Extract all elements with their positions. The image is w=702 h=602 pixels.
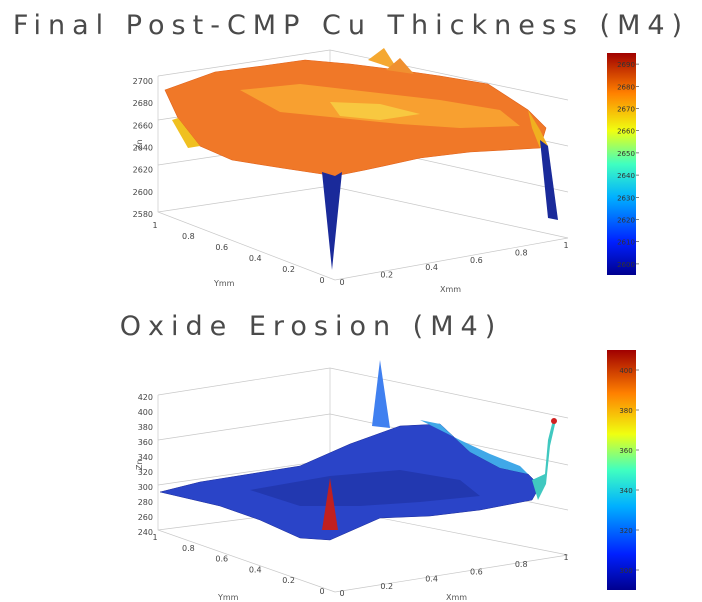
surface-erosion-spike-blue xyxy=(372,360,390,428)
surface-thickness-pit-right xyxy=(540,140,558,220)
x-tick-thickness-1: 0.2 xyxy=(380,271,393,280)
y-tick-erosion-5: 1 xyxy=(152,533,157,542)
y-tick-thickness-2: 0.4 xyxy=(249,254,262,263)
z-tick-erosion-6: 360 xyxy=(138,438,153,447)
ylabel-thickness: Ymm xyxy=(213,279,235,288)
x-tick-erosion-5: 1 xyxy=(563,553,568,562)
x-tick-erosion-1: 0.2 xyxy=(380,582,393,591)
colorbar-thickness: 2600 2610 2620 2630 2640 2650 2660 2670 2680 2690 xyxy=(607,53,639,275)
surface-thickness xyxy=(164,48,558,270)
surface-erosion-peak-dot xyxy=(551,418,557,424)
surface-thickness-left-edge xyxy=(172,118,200,148)
z-tick-thickness-2: 2620 xyxy=(133,166,153,175)
y-ticks-thickness: 0 0.2 0.4 0.6 0.8 1 xyxy=(152,221,324,285)
y-ticks-erosion: 0 0.2 0.4 0.6 0.8 1 xyxy=(152,533,324,596)
y-tick-erosion-3: 0.6 xyxy=(215,555,228,564)
z-tick-thickness-5: 2680 xyxy=(133,99,153,108)
z-tick-thickness-6: 2700 xyxy=(133,77,153,86)
x-tick-erosion-4: 0.8 xyxy=(515,560,528,569)
colorbar-erosion-tick-0: 300 xyxy=(619,567,632,575)
y-tick-thickness-1: 0.2 xyxy=(282,265,295,274)
surface-erosion-spike-red xyxy=(322,478,338,530)
colorbar-thickness-tick-8: 2680 xyxy=(617,83,635,91)
colorbar-erosion-tick-4: 380 xyxy=(619,407,632,415)
chart-title-thickness: Final Post-CMP Cu Thickness (M4) xyxy=(12,10,690,41)
z-tick-erosion-8: 400 xyxy=(138,408,153,417)
x-ticks-thickness: 0 0.2 0.4 0.6 0.8 1 xyxy=(339,241,568,287)
y-tick-erosion-1: 0.2 xyxy=(282,576,295,585)
surface-thickness-right-edge xyxy=(528,110,548,148)
y-tick-thickness-3: 0.6 xyxy=(215,243,228,252)
colorbar-thickness-ticks: 2600 2610 2620 2630 2640 2650 2660 2670 2680 2690 xyxy=(617,61,639,269)
y-tick-erosion-2: 0.4 xyxy=(249,565,262,574)
surface-erosion-edge-cyan xyxy=(420,420,528,474)
z-tick-thickness-0: 2580 xyxy=(133,210,153,219)
surface-thickness-spike-b xyxy=(386,58,414,74)
z-tick-erosion-9: 420 xyxy=(138,393,153,402)
colorbar-erosion-bar xyxy=(607,350,636,590)
colorbar-thickness-tick-5: 2650 xyxy=(617,150,635,158)
z-tick-erosion-1: 260 xyxy=(138,513,153,522)
plot-erosion: 240 260 280 300 320 340 360 380 400 420 0 0.2 0.4 0.… xyxy=(135,350,639,602)
surface-thickness-highlight xyxy=(330,102,420,120)
colorbar-thickness-tick-7: 2670 xyxy=(617,106,635,114)
x-ticks-erosion: 0 0.2 0.4 0.6 0.8 1 xyxy=(339,553,568,598)
colorbar-thickness-tick-0: 2600 xyxy=(617,261,635,269)
z-tick-thickness-3: 2640 xyxy=(133,144,153,153)
colorbar-erosion-tick-5: 400 xyxy=(619,367,632,375)
zlabel-erosion: Zn xyxy=(135,459,144,470)
z-tick-thickness-1: 2600 xyxy=(133,188,153,197)
z-tick-erosion-4: 320 xyxy=(138,468,153,477)
zlabel-thickness: Zn xyxy=(135,139,144,150)
colorbar-thickness-tick-2: 2620 xyxy=(617,217,635,225)
surface-thickness-pit-left xyxy=(322,172,342,270)
z-tick-erosion-3: 300 xyxy=(138,483,153,492)
y-tick-thickness-0: 0 xyxy=(319,276,324,285)
xlabel-erosion: Xmm xyxy=(446,593,467,602)
chart-title-erosion: Oxide Erosion (M4) xyxy=(119,311,503,342)
colorbar-erosion-tick-1: 320 xyxy=(619,527,632,535)
x-tick-thickness-3: 0.6 xyxy=(470,256,483,265)
x-tick-thickness-0: 0 xyxy=(339,278,344,287)
colorbar-erosion: 300 320 340 360 380 400 xyxy=(607,350,639,590)
z-tick-erosion-7: 380 xyxy=(138,423,153,432)
z-ticks-erosion: 240 260 280 300 320 340 360 380 400 420 xyxy=(138,393,153,537)
surface-erosion-shade xyxy=(250,470,480,506)
colorbar-erosion-tick-2: 340 xyxy=(619,487,632,495)
surface-erosion xyxy=(159,360,557,541)
z-tick-thickness-4: 2660 xyxy=(133,121,153,130)
ylabel-erosion: Ymm xyxy=(217,593,239,602)
colorbar-thickness-tick-6: 2660 xyxy=(617,128,635,136)
z-tick-erosion-2: 280 xyxy=(138,498,153,507)
x-tick-thickness-5: 1 xyxy=(563,241,568,250)
x-tick-erosion-0: 0 xyxy=(339,589,344,598)
z-tick-erosion-0: 240 xyxy=(138,528,153,537)
z-tick-erosion-5: 340 xyxy=(138,453,153,462)
z-ticks-thickness: 2580 2600 2620 2640 2660 2680 2700 xyxy=(133,77,153,219)
x-tick-thickness-4: 0.8 xyxy=(515,248,528,257)
surface-thickness-spike-a xyxy=(368,48,398,70)
x-tick-erosion-3: 0.6 xyxy=(470,567,483,576)
colorbar-thickness-tick-4: 2640 xyxy=(617,172,635,180)
x-tick-thickness-2: 0.4 xyxy=(425,263,438,272)
colorbar-erosion-tick-3: 360 xyxy=(619,447,632,455)
colorbar-thickness-bar xyxy=(607,53,636,275)
colorbar-thickness-tick-9: 2690 xyxy=(617,61,635,69)
xlabel-thickness: Xmm xyxy=(440,285,461,294)
x-tick-erosion-2: 0.4 xyxy=(425,575,438,584)
y-tick-erosion-4: 0.8 xyxy=(182,544,195,553)
colorbar-thickness-tick-1: 2610 xyxy=(617,239,635,247)
y-tick-erosion-0: 0 xyxy=(319,587,324,596)
surface-erosion-right-edge xyxy=(532,420,556,500)
y-tick-thickness-4: 0.8 xyxy=(182,232,195,241)
colorbar-erosion-ticks: 300 320 340 360 380 400 xyxy=(619,367,639,575)
colorbar-thickness-tick-3: 2630 xyxy=(617,194,635,202)
y-tick-thickness-5: 1 xyxy=(152,221,157,230)
